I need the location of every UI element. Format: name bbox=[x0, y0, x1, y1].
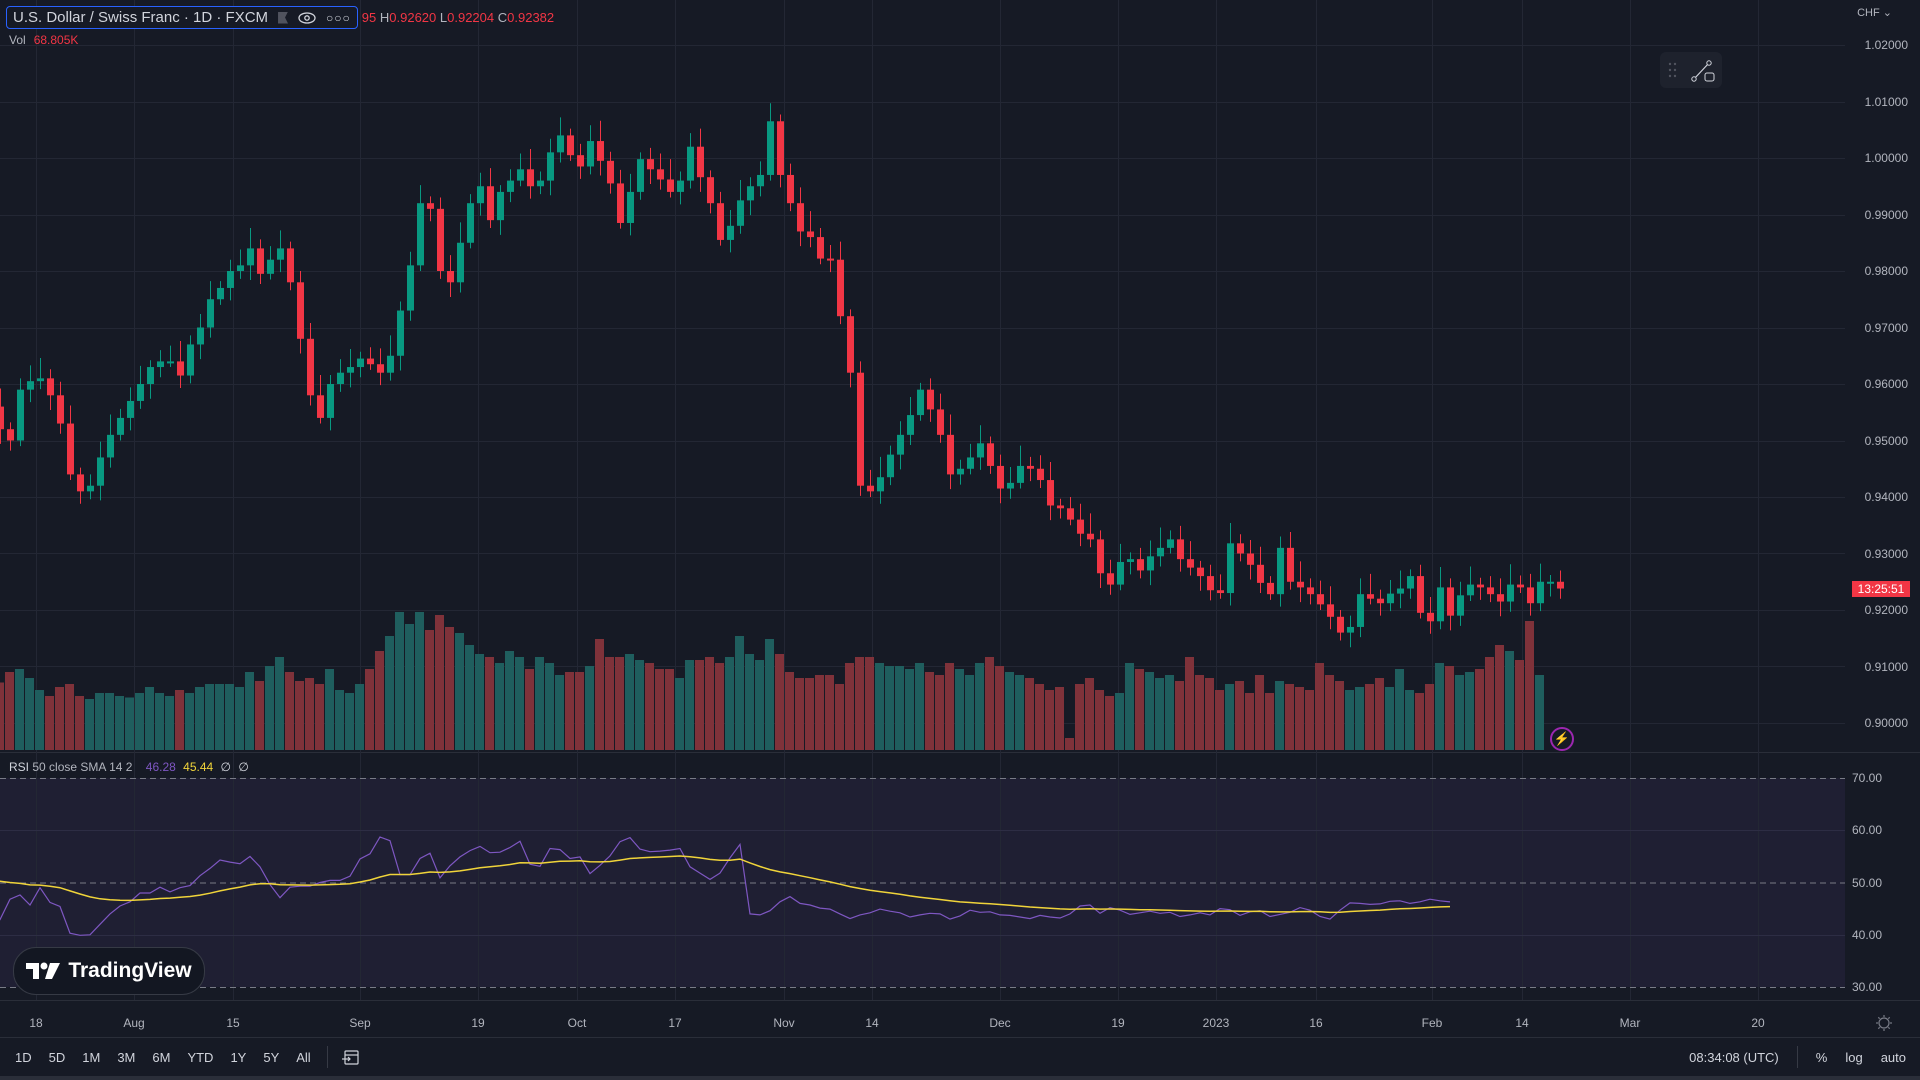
percent-scale-toggle[interactable]: % bbox=[1815, 1049, 1828, 1065]
rsi-params: 50 close SMA 14 2 bbox=[32, 760, 133, 774]
volume-legend: Vol 68.805K bbox=[9, 33, 78, 47]
chevron-down-icon: ⌄ bbox=[1882, 7, 1892, 19]
range-1d[interactable]: 1D bbox=[15, 1049, 32, 1065]
time-tick-label: 19 bbox=[1111, 1016, 1125, 1030]
range-1m[interactable]: 1M bbox=[82, 1049, 101, 1065]
price-tick-label: 0.96000 bbox=[1864, 377, 1908, 391]
price-tick-label: 0.97000 bbox=[1864, 320, 1908, 335]
rsi-name: RSI bbox=[9, 760, 30, 774]
time-tick-label: Dec bbox=[989, 1016, 1011, 1030]
range-1y[interactable]: 1Y bbox=[230, 1049, 247, 1065]
auto-scale-toggle[interactable]: auto bbox=[1880, 1049, 1906, 1065]
symbol-legend: U.S. Dollar / Swiss Franc · 1D · FXCM ○○… bbox=[6, 6, 554, 29]
time-tick-label: Nov bbox=[773, 1016, 795, 1030]
footer-strip bbox=[0, 1075, 1920, 1080]
countdown-badge: 13:25:51 bbox=[1852, 581, 1910, 597]
volume-label: Vol bbox=[9, 33, 26, 47]
drawing-toolbar[interactable] bbox=[1660, 52, 1722, 88]
price-tick-label: 0.91000 bbox=[1864, 659, 1908, 674]
time-tick-label: 16 bbox=[1309, 1016, 1323, 1030]
low-value: 0.92204 bbox=[447, 10, 495, 25]
time-tick-label: 2023 bbox=[1202, 1016, 1230, 1030]
divider bbox=[1796, 1046, 1798, 1068]
price-tick-label: 0.95000 bbox=[1864, 433, 1908, 448]
rsi-tick-label: 30.00 bbox=[1851, 980, 1882, 994]
rsi-extra-value-1: ∅ bbox=[220, 760, 231, 774]
time-tick-label: Sep bbox=[349, 1016, 371, 1030]
range-3m[interactable]: 3M bbox=[117, 1049, 136, 1065]
time-tick-label: Oct bbox=[567, 1016, 587, 1030]
rsi-tick-label: 40.00 bbox=[1851, 927, 1882, 942]
tradingview-logo[interactable]: TradingView bbox=[13, 947, 205, 995]
range-ytd[interactable]: YTD bbox=[187, 1049, 214, 1065]
rsi-value: 46.28 bbox=[145, 760, 176, 774]
volume-value: 68.805K bbox=[33, 33, 79, 47]
rsi-legend: RSI 50 close SMA 14 2 46.28 45.44 ∅ ∅ bbox=[9, 760, 249, 774]
symbol-title[interactable]: U.S. Dollar / Swiss Franc · 1D · FXCM bbox=[13, 9, 269, 26]
time-tick-label: Aug bbox=[123, 1016, 145, 1030]
drag-handle-icon[interactable] bbox=[1668, 62, 1678, 78]
price-tick-label: 0.98000 bbox=[1864, 264, 1908, 278]
range-6m[interactable]: 6M bbox=[152, 1049, 171, 1065]
price-tick-label: 0.90000 bbox=[1864, 716, 1908, 730]
price-tick-label: 0.99000 bbox=[1864, 207, 1908, 222]
more-icon[interactable]: ○○○ bbox=[326, 10, 351, 25]
ohlc-values: 95 H0.92620 L0.92204 C0.92382 bbox=[362, 10, 554, 25]
lightning-alert-icon[interactable]: ⚡ bbox=[1550, 727, 1574, 751]
time-tick-label: 20 bbox=[1751, 1016, 1765, 1030]
range-all[interactable]: All bbox=[296, 1049, 311, 1065]
utc-clock[interactable]: 08:34:08 (UTC) bbox=[1689, 1049, 1779, 1065]
close-value: 0.92382 bbox=[507, 10, 555, 25]
tradingview-logo-icon bbox=[26, 962, 61, 979]
time-tick-label: 14 bbox=[865, 1016, 879, 1030]
open-value-partial: 95 bbox=[361, 10, 377, 25]
eye-icon[interactable] bbox=[298, 11, 316, 24]
range-5y[interactable]: 5Y bbox=[263, 1049, 280, 1065]
price-tick-label: 0.92000 bbox=[1864, 603, 1908, 617]
rsi-tick-label: 70.00 bbox=[1851, 771, 1882, 785]
trend-line-tool-icon[interactable] bbox=[1690, 58, 1716, 84]
go-to-date-icon[interactable] bbox=[341, 1048, 360, 1066]
time-tick-label: 17 bbox=[668, 1016, 682, 1030]
currency-selector[interactable]: CHF ⌄ bbox=[1857, 6, 1892, 19]
bottom-right-controls: 08:34:08 (UTC) % log auto bbox=[1689, 1046, 1920, 1068]
time-tick-label: Feb bbox=[1421, 1016, 1443, 1030]
price-tick-label: 0.93000 bbox=[1864, 546, 1908, 561]
price-tick-label: 1.02000 bbox=[1864, 38, 1908, 52]
price-tick-label: 1.00000 bbox=[1864, 151, 1908, 165]
time-tick-label: 18 bbox=[29, 1016, 43, 1030]
divider bbox=[326, 1046, 328, 1068]
symbol-title-box[interactable]: U.S. Dollar / Swiss Franc · 1D · FXCM ○○… bbox=[6, 6, 358, 29]
high-key: H bbox=[379, 10, 390, 25]
low-key: L bbox=[439, 10, 448, 25]
close-key: C bbox=[497, 10, 508, 25]
rsi-extra-value-2: ∅ bbox=[238, 760, 249, 774]
rsi-tick-label: 50.00 bbox=[1851, 875, 1882, 890]
range-5d[interactable]: 5D bbox=[48, 1049, 66, 1065]
time-tick-label: 15 bbox=[226, 1016, 240, 1030]
rsi-sma-value: 45.44 bbox=[183, 760, 214, 774]
logo-text: TradingView bbox=[68, 959, 192, 982]
bottom-toolbar: 1D 5D 1M 3M 6M YTD 1Y 5Y All 08:34:08 (U… bbox=[0, 1037, 1920, 1076]
settings-gear-icon[interactable] bbox=[1874, 1013, 1894, 1033]
time-tick-label: 19 bbox=[471, 1016, 485, 1030]
price-tick-label: 1.01000 bbox=[1864, 94, 1908, 109]
high-value: 0.92620 bbox=[389, 10, 437, 25]
time-tick-label: Mar bbox=[1619, 1016, 1641, 1030]
time-tick-label: 14 bbox=[1515, 1016, 1529, 1030]
currency-label: CHF bbox=[1857, 7, 1880, 19]
price-tick-label: 0.94000 bbox=[1864, 490, 1908, 504]
log-scale-toggle[interactable]: log bbox=[1845, 1049, 1863, 1065]
rsi-tick-label: 60.00 bbox=[1851, 823, 1882, 838]
market-status-flag-icon bbox=[278, 11, 289, 24]
